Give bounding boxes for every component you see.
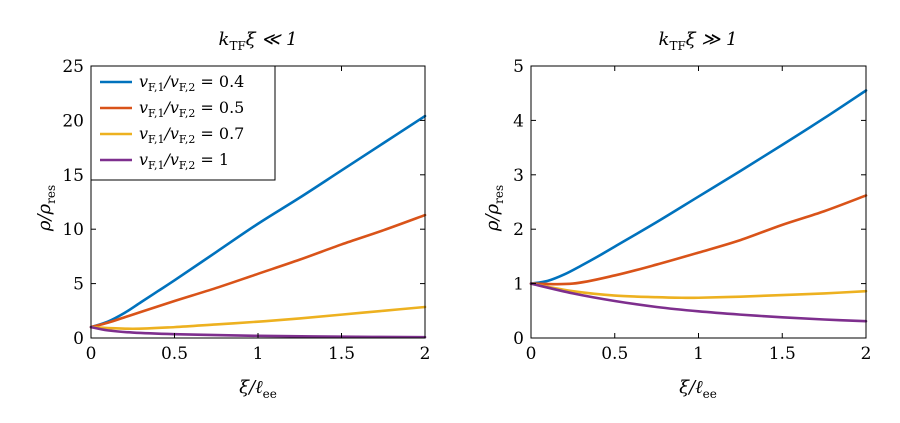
series-group (89, 114, 427, 339)
legend: vF,1/vF,2 = 0.4 vF,1/vF,2 = 0.5 vF,1/vF,2 … (90, 65, 276, 181)
y-tick-label: 1 (513, 275, 524, 295)
title-rest: ξ ≪ 1 (246, 29, 298, 50)
xlabel-main: ξ/ℓ (239, 377, 263, 398)
y-tick-label: 5 (73, 275, 84, 295)
title-subscript: TF (229, 39, 245, 53)
x-tick-label: 2 (420, 344, 431, 364)
series-line-3 (529, 282, 868, 300)
right-x-axis-label: ξ/ℓee (679, 377, 717, 401)
left-chart-panel: kTFξ ≪ 1 ρ/ρres ξ/ℓee 0 0.5 1 1.5 2051015202… (34, 29, 430, 401)
x-tick-label: 0 (86, 344, 97, 364)
xlabel-subscript: ee (263, 387, 277, 401)
y-tick-label: 15 (62, 166, 84, 186)
left-y-axis-label: ρ/ρres (34, 185, 58, 232)
y-tick-label: 2 (513, 220, 524, 240)
series-line-3 (89, 305, 427, 331)
svg-text:ρ/ρres: ρ/ρres (34, 185, 58, 232)
series-line-1 (529, 89, 868, 285)
ylabel-subscript: res (44, 185, 58, 204)
x-tick-label: 1 (253, 344, 264, 364)
right-chart-title: kTFξ ≫ 1 (659, 29, 738, 53)
right-chart-panel: kTFξ ≫ 1 ρ/ρres ξ/ℓee 0 0.5 1 1.5 2 0 1 2 3 4 5 (482, 29, 871, 401)
left-chart-title: kTFξ ≪ 1 (219, 29, 298, 53)
legend-entry-2: vF,1/vF,2 = 0.5 (139, 98, 244, 120)
y-tick-label: 4 (513, 111, 524, 131)
left-x-axis-label: ξ/ℓee (239, 377, 277, 401)
xlabel-main: ξ/ℓ (679, 377, 703, 398)
series-line-4 (529, 282, 868, 323)
x-tick-label: 0 (526, 344, 537, 364)
title-k: k (219, 29, 230, 50)
right-y-axis-label: ρ/ρres (482, 185, 506, 232)
series-group (529, 89, 868, 323)
svg-text:ρ/ρres: ρ/ρres (482, 185, 506, 232)
xlabel-subscript: ee (703, 387, 717, 401)
x-tick-label: 0.5 (601, 344, 628, 364)
x-tick-label: 1.5 (328, 344, 355, 364)
y-tick-label: 10 (62, 220, 84, 240)
title-subscript: TF (669, 39, 685, 53)
y-tick-label: 5 (513, 57, 524, 77)
x-tick-label: 0.5 (161, 344, 188, 364)
y-tick-label: 25 (62, 57, 84, 77)
legend-entry-1: vF,1/vF,2 = 0.4 (139, 72, 244, 94)
legend-entry-4: vF,1/vF,2 = 1 (139, 150, 229, 172)
legend-entry-3: vF,1/vF,2 = 0.7 (139, 124, 244, 146)
title-k: k (659, 29, 670, 50)
series-line-2 (529, 194, 868, 286)
series-line-1 (89, 114, 427, 329)
x-tick-label: 2 (861, 344, 872, 364)
y-tick-label: 3 (513, 166, 524, 186)
x-tick-label: 1.5 (769, 344, 796, 364)
x-tick-label: 1 (693, 344, 704, 364)
y-tick-label: 0 (513, 329, 524, 349)
title-rest: ξ ≫ 1 (686, 29, 738, 50)
y-tick-label: 20 (62, 111, 84, 131)
series-line-2 (89, 213, 427, 329)
ylabel-main: ρ/ρ (34, 203, 55, 232)
ylabel-subscript: res (492, 185, 506, 204)
ylabel-main: ρ/ρ (482, 203, 503, 232)
y-tick-label: 0 (73, 329, 84, 349)
